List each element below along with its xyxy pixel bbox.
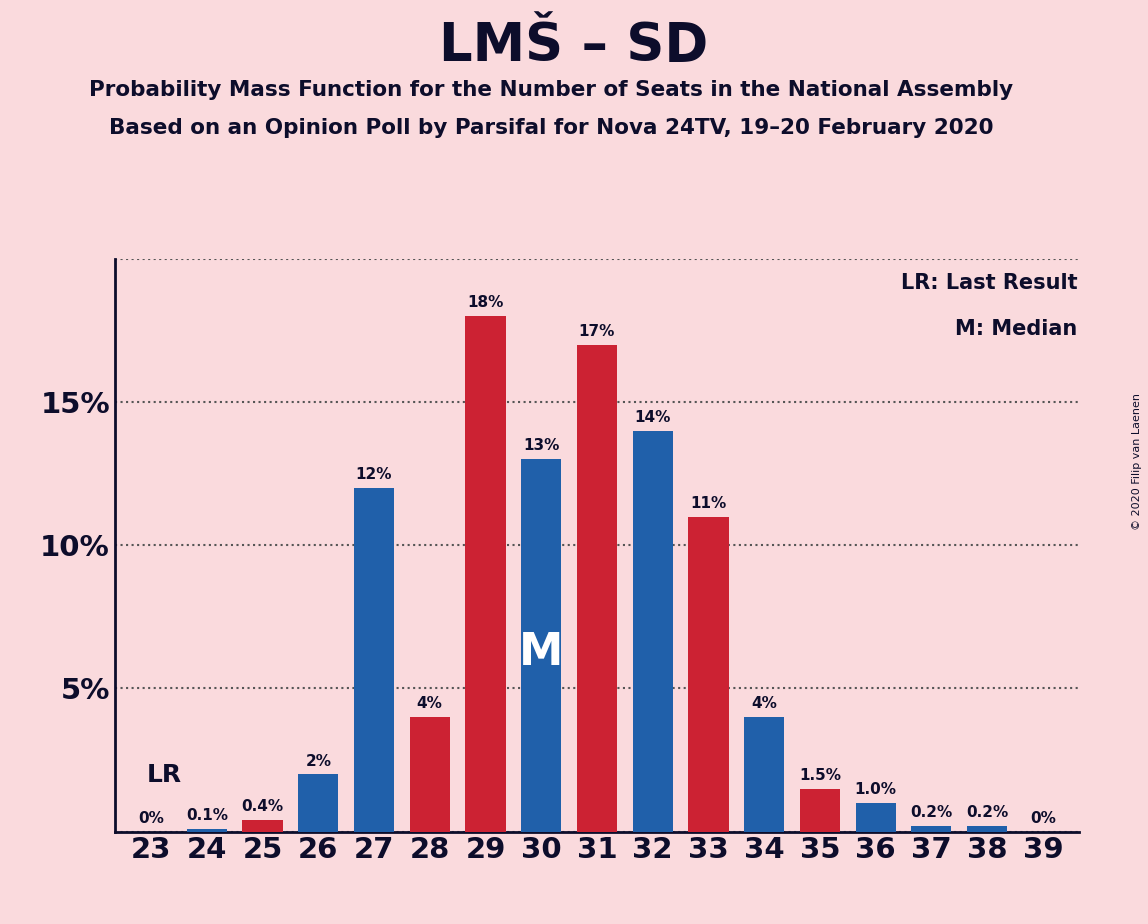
Text: M: Median: M: Median — [955, 319, 1077, 339]
Text: Probability Mass Function for the Number of Seats in the National Assembly: Probability Mass Function for the Number… — [90, 80, 1013, 101]
Bar — [800, 788, 840, 832]
Bar — [744, 717, 784, 832]
Text: LMŠ – SD: LMŠ – SD — [440, 20, 708, 72]
Text: 2%: 2% — [305, 754, 332, 769]
Text: 17%: 17% — [579, 324, 615, 339]
Text: Based on an Opinion Poll by Parsifal for Nova 24TV, 19–20 February 2020: Based on an Opinion Poll by Parsifal for… — [109, 118, 993, 139]
Text: 1.0%: 1.0% — [854, 783, 897, 797]
Text: 4%: 4% — [417, 697, 443, 711]
Bar — [354, 488, 394, 832]
Text: M: M — [519, 631, 564, 675]
Text: 0.1%: 0.1% — [186, 808, 227, 823]
Text: 1.5%: 1.5% — [799, 768, 841, 783]
Bar — [689, 517, 729, 832]
Bar — [187, 829, 227, 832]
Bar — [577, 345, 616, 832]
Bar — [465, 316, 505, 832]
Text: 13%: 13% — [523, 439, 559, 454]
Text: © 2020 Filip van Laenen: © 2020 Filip van Laenen — [1132, 394, 1141, 530]
Text: 0.4%: 0.4% — [241, 799, 284, 814]
Text: 4%: 4% — [751, 697, 777, 711]
Text: 11%: 11% — [690, 496, 727, 511]
Bar — [521, 459, 561, 832]
Text: LR: LR — [147, 763, 181, 787]
Bar — [242, 821, 282, 832]
Text: 18%: 18% — [467, 296, 504, 310]
Text: 0.2%: 0.2% — [965, 805, 1008, 821]
Text: 12%: 12% — [356, 468, 393, 482]
Bar — [410, 717, 450, 832]
Bar — [855, 803, 895, 832]
Text: 0.2%: 0.2% — [910, 805, 953, 821]
Bar — [912, 826, 952, 832]
Bar — [967, 826, 1007, 832]
Bar — [298, 774, 339, 832]
Text: 14%: 14% — [635, 410, 670, 425]
Bar — [633, 431, 673, 832]
Text: LR: Last Result: LR: Last Result — [900, 274, 1077, 293]
Text: 0%: 0% — [1030, 811, 1056, 826]
Text: 0%: 0% — [138, 811, 164, 826]
